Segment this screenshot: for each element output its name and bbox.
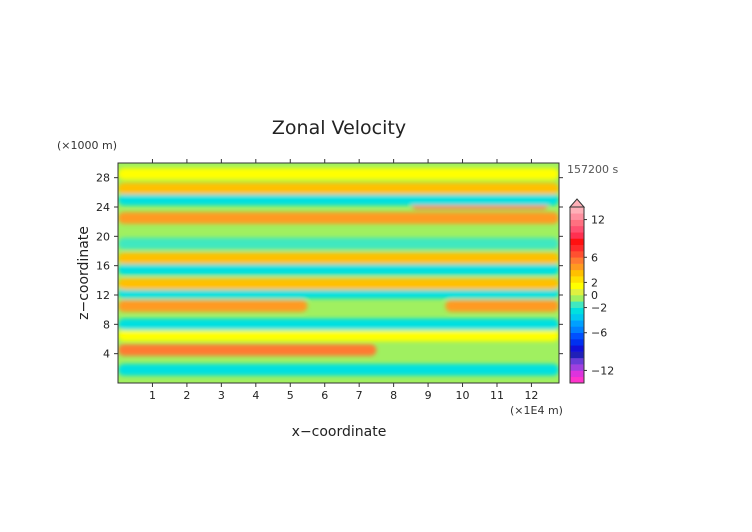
- y-tick-label: 12: [96, 289, 110, 302]
- x-tick-label: 4: [252, 389, 259, 402]
- x-tick-label: 12: [524, 389, 538, 402]
- x-tick-label: 1: [149, 389, 156, 402]
- colorbar-swatch: [570, 207, 584, 214]
- colorbar-swatch: [570, 244, 584, 252]
- x-tick-label: 2: [183, 389, 190, 402]
- colorbar-tick-label: 2: [591, 276, 598, 289]
- x-tick-label: 5: [287, 389, 294, 402]
- colorbar-swatch: [570, 263, 584, 271]
- colorbar-swatch: [570, 339, 584, 346]
- x-tick-label: 7: [356, 389, 363, 402]
- x-axis-label: x−coordinate: [292, 424, 387, 440]
- x-axis: 1 2 3 4 5 6 7 8 9 10 11 12: [149, 159, 538, 402]
- colorbar: [568, 198, 586, 384]
- colorbar-swatch: [570, 370, 584, 378]
- colorbar-tick-label: 6: [591, 251, 598, 264]
- colorbar-tick-label: −12: [591, 364, 614, 377]
- colorbar-swatch: [570, 301, 584, 308]
- colorbar-swatch: [570, 269, 584, 277]
- colorbar-swatch: [570, 251, 584, 258]
- colorbar-swatch: [570, 238, 584, 246]
- velocity-band: [118, 344, 377, 356]
- x-tick-label: 10: [456, 389, 470, 402]
- colorbar-ticks: 12 6 20−2 −6 −12: [584, 214, 614, 377]
- colorbar-tick-label: −2: [591, 302, 607, 315]
- colorbar-swatch: [570, 320, 584, 327]
- colorbar-tick-label: 0: [591, 289, 598, 302]
- time-label: 157200 s: [567, 163, 618, 176]
- velocity-band: [118, 363, 559, 376]
- colorbar-swatch: [570, 282, 584, 290]
- x-tick-label: 11: [490, 389, 504, 402]
- colorbar-swatch: [570, 376, 584, 384]
- colorbar-swatch: [570, 313, 584, 321]
- chart-title: Zonal Velocity: [272, 117, 406, 139]
- velocity-band: [118, 300, 308, 312]
- velocity-band: [118, 252, 559, 265]
- x-tick-label: 3: [218, 389, 225, 402]
- colorbar-tick-label: −6: [591, 327, 607, 340]
- velocity-band: [118, 329, 559, 342]
- colorbar-swatch: [570, 307, 584, 315]
- y-tick-label: 16: [96, 260, 110, 273]
- x-tick-label: 9: [425, 389, 432, 402]
- colorbar-swatch: [570, 232, 584, 239]
- y-unit-label: (×1000 m): [57, 139, 117, 152]
- colorbar-swatch: [570, 257, 584, 264]
- x-unit-label: (×1E4 m): [510, 404, 563, 417]
- colorbar-swatch: [570, 213, 584, 220]
- colorbar-swatch: [570, 326, 584, 334]
- colorbar-swatch: [570, 295, 584, 302]
- velocity-band: [118, 182, 559, 195]
- velocity-band: [118, 212, 559, 224]
- colorbar-extend-triangle: [568, 198, 586, 208]
- y-tick-label: 28: [96, 172, 110, 185]
- velocity-band: [118, 168, 559, 180]
- x-tick-label: 8: [390, 389, 397, 402]
- colorbar-tick-label: 12: [591, 214, 605, 227]
- colorbar-swatch: [570, 345, 584, 352]
- velocity-band: [118, 318, 559, 331]
- colorbar-swatch: [570, 357, 584, 365]
- colorbar-swatch: [570, 225, 584, 233]
- velocity-band: [118, 278, 559, 290]
- x-tick-label: 6: [321, 389, 328, 402]
- y-axis-label: z−coordinate: [76, 226, 92, 320]
- y-tick-label: 8: [103, 318, 110, 331]
- velocity-band: [118, 193, 559, 206]
- velocity-band: [118, 263, 559, 276]
- colorbar-swatch: [570, 351, 584, 359]
- colorbar-swatch: [570, 288, 584, 296]
- y-tick-label: 24: [96, 201, 110, 214]
- velocity-band: [445, 300, 559, 312]
- colorbar-swatch: [570, 276, 584, 283]
- y-tick-label: 20: [96, 230, 110, 243]
- velocity-field: [118, 168, 559, 376]
- velocity-band: [118, 237, 559, 250]
- plot-frame: [117, 162, 560, 384]
- plot-area: [118, 163, 559, 383]
- y-tick-label: 4: [103, 348, 110, 361]
- colorbar-swatch: [570, 332, 584, 340]
- y-axis: 4 8 12 16 20 24 28: [96, 172, 563, 361]
- colorbar-swatch: [570, 219, 584, 227]
- colorbar-swatch: [570, 364, 584, 371]
